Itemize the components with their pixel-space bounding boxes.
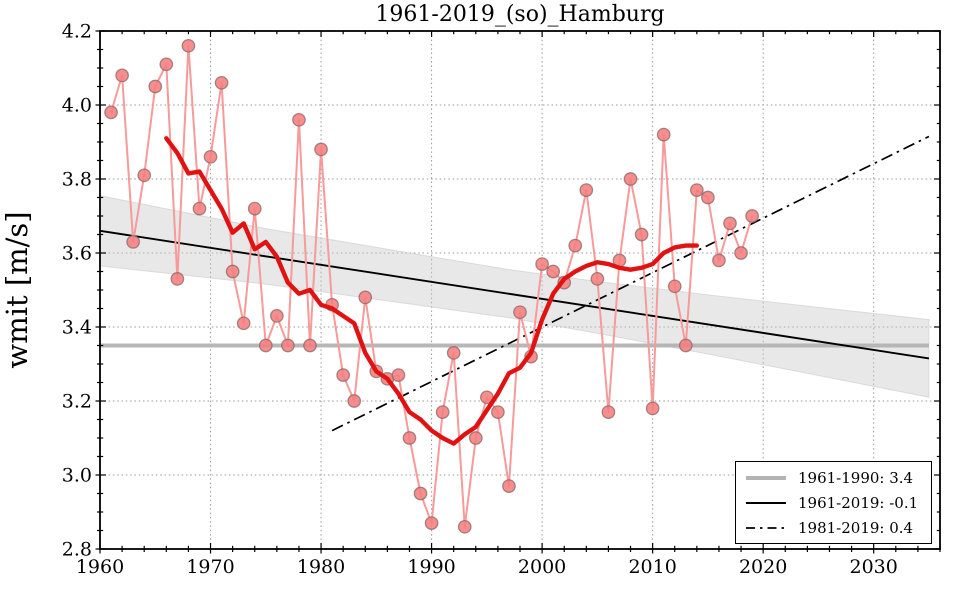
confidence-band bbox=[99, 195, 930, 398]
tick-labels: 1960 1970 1980 1990 2000 2010 2020 2030 2.8 3.0 3.… bbox=[62, 21, 898, 579]
legend-item-mean: 1961-1990: 3.4 bbox=[745, 469, 922, 487]
svg-text:3.4: 3.4 bbox=[62, 317, 92, 339]
svg-text:4.2: 4.2 bbox=[62, 21, 92, 43]
legend-label-trend-1961-2019: 1961-2019: -0.1 bbox=[798, 493, 919, 512]
legend-label-trend-1981-2019: 1981-2019: 0.4 bbox=[798, 518, 914, 537]
svg-text:2.8: 2.8 bbox=[62, 539, 92, 561]
legend-label-mean: 1961-1990: 3.4 bbox=[798, 468, 914, 487]
gridlines bbox=[99, 30, 940, 550]
black-line-swatch-icon bbox=[746, 501, 786, 504]
data-series bbox=[104, 38, 759, 534]
legend: 1961-1990: 3.4 1961-2019: -0.1 1981-2019… bbox=[735, 461, 932, 544]
axes-spines-ticks bbox=[95, 30, 941, 554]
svg-text:1980: 1980 bbox=[297, 556, 345, 578]
y-axis-label: wmit [m/s] bbox=[0, 211, 34, 368]
gray-line-swatch-icon bbox=[746, 475, 786, 480]
svg-text:3.0: 3.0 bbox=[62, 465, 92, 487]
svg-text:1960: 1960 bbox=[76, 556, 124, 578]
legend-item-trend-1981-2019: 1981-2019: 0.4 bbox=[745, 519, 922, 537]
svg-text:1990: 1990 bbox=[407, 556, 455, 578]
svg-text:2000: 2000 bbox=[518, 556, 566, 578]
chart-title: 1961-2019_(so)_Hamburg bbox=[375, 2, 664, 27]
svg-text:2020: 2020 bbox=[739, 556, 787, 578]
svg-text:2010: 2010 bbox=[628, 556, 676, 578]
svg-text:2030: 2030 bbox=[850, 556, 898, 578]
svg-text:4.0: 4.0 bbox=[62, 95, 92, 117]
svg-text:1970: 1970 bbox=[186, 556, 234, 578]
svg-text:3.8: 3.8 bbox=[62, 169, 92, 191]
dashdot-line-swatch-icon bbox=[746, 526, 786, 529]
legend-item-trend-1961-2019: 1961-2019: -0.1 bbox=[745, 494, 922, 512]
svg-text:3.2: 3.2 bbox=[62, 391, 92, 413]
reference-lines bbox=[99, 135, 930, 432]
svg-text:3.6: 3.6 bbox=[62, 243, 92, 265]
